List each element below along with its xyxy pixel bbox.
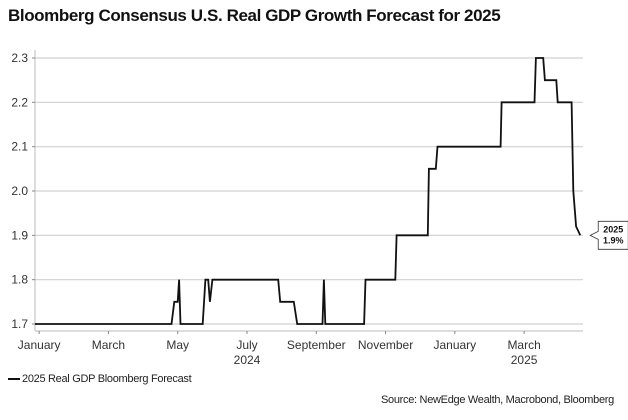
series-line xyxy=(35,57,582,325)
x-tick-label: March xyxy=(92,338,125,352)
x-tick-label: May xyxy=(166,338,189,352)
x-axis-ticks: January March May July September November Janu… xyxy=(18,331,541,367)
annotation-callout xyxy=(589,220,628,250)
legend-swatch xyxy=(8,378,20,380)
legend: 2025 Real GDP Bloomberg Forecast xyxy=(8,373,192,385)
y-tick-label: 2.3 xyxy=(11,51,28,65)
x-tick-label: March xyxy=(507,338,540,352)
annotation-label-year: 2025 xyxy=(603,224,623,234)
series-lines xyxy=(35,57,582,325)
x-tick-label: January xyxy=(433,338,476,352)
y-tick-label: 1.7 xyxy=(11,317,28,331)
x-tick-label: November xyxy=(358,338,413,352)
y-tick-label: 2.2 xyxy=(11,95,28,109)
source-note: Source: NewEdge Wealth, Macrobond, Bloom… xyxy=(380,394,614,406)
x-tick-label: July xyxy=(236,338,257,352)
annotation-label-value: 1.9% xyxy=(603,235,624,245)
x-tick-label: January xyxy=(18,338,61,352)
legend-label: 2025 Real GDP Bloomberg Forecast xyxy=(22,373,192,385)
y-axis-ticks: 1.7 1.8 1.9 2.0 2.1 2.2 2.3 xyxy=(11,51,35,331)
y-tick-label: 1.9 xyxy=(11,228,28,242)
x-year-label: 2024 xyxy=(234,353,261,367)
y-tick-label: 2.1 xyxy=(11,140,28,154)
y-tick-label: 2.0 xyxy=(11,184,28,198)
x-year-label: 2025 xyxy=(511,353,538,367)
x-tick-label: September xyxy=(287,338,346,352)
chart-title: Bloomberg Consensus U.S. Real GDP Growth… xyxy=(8,6,501,25)
y-tick-label: 1.8 xyxy=(11,273,28,287)
gridlines xyxy=(35,57,583,325)
